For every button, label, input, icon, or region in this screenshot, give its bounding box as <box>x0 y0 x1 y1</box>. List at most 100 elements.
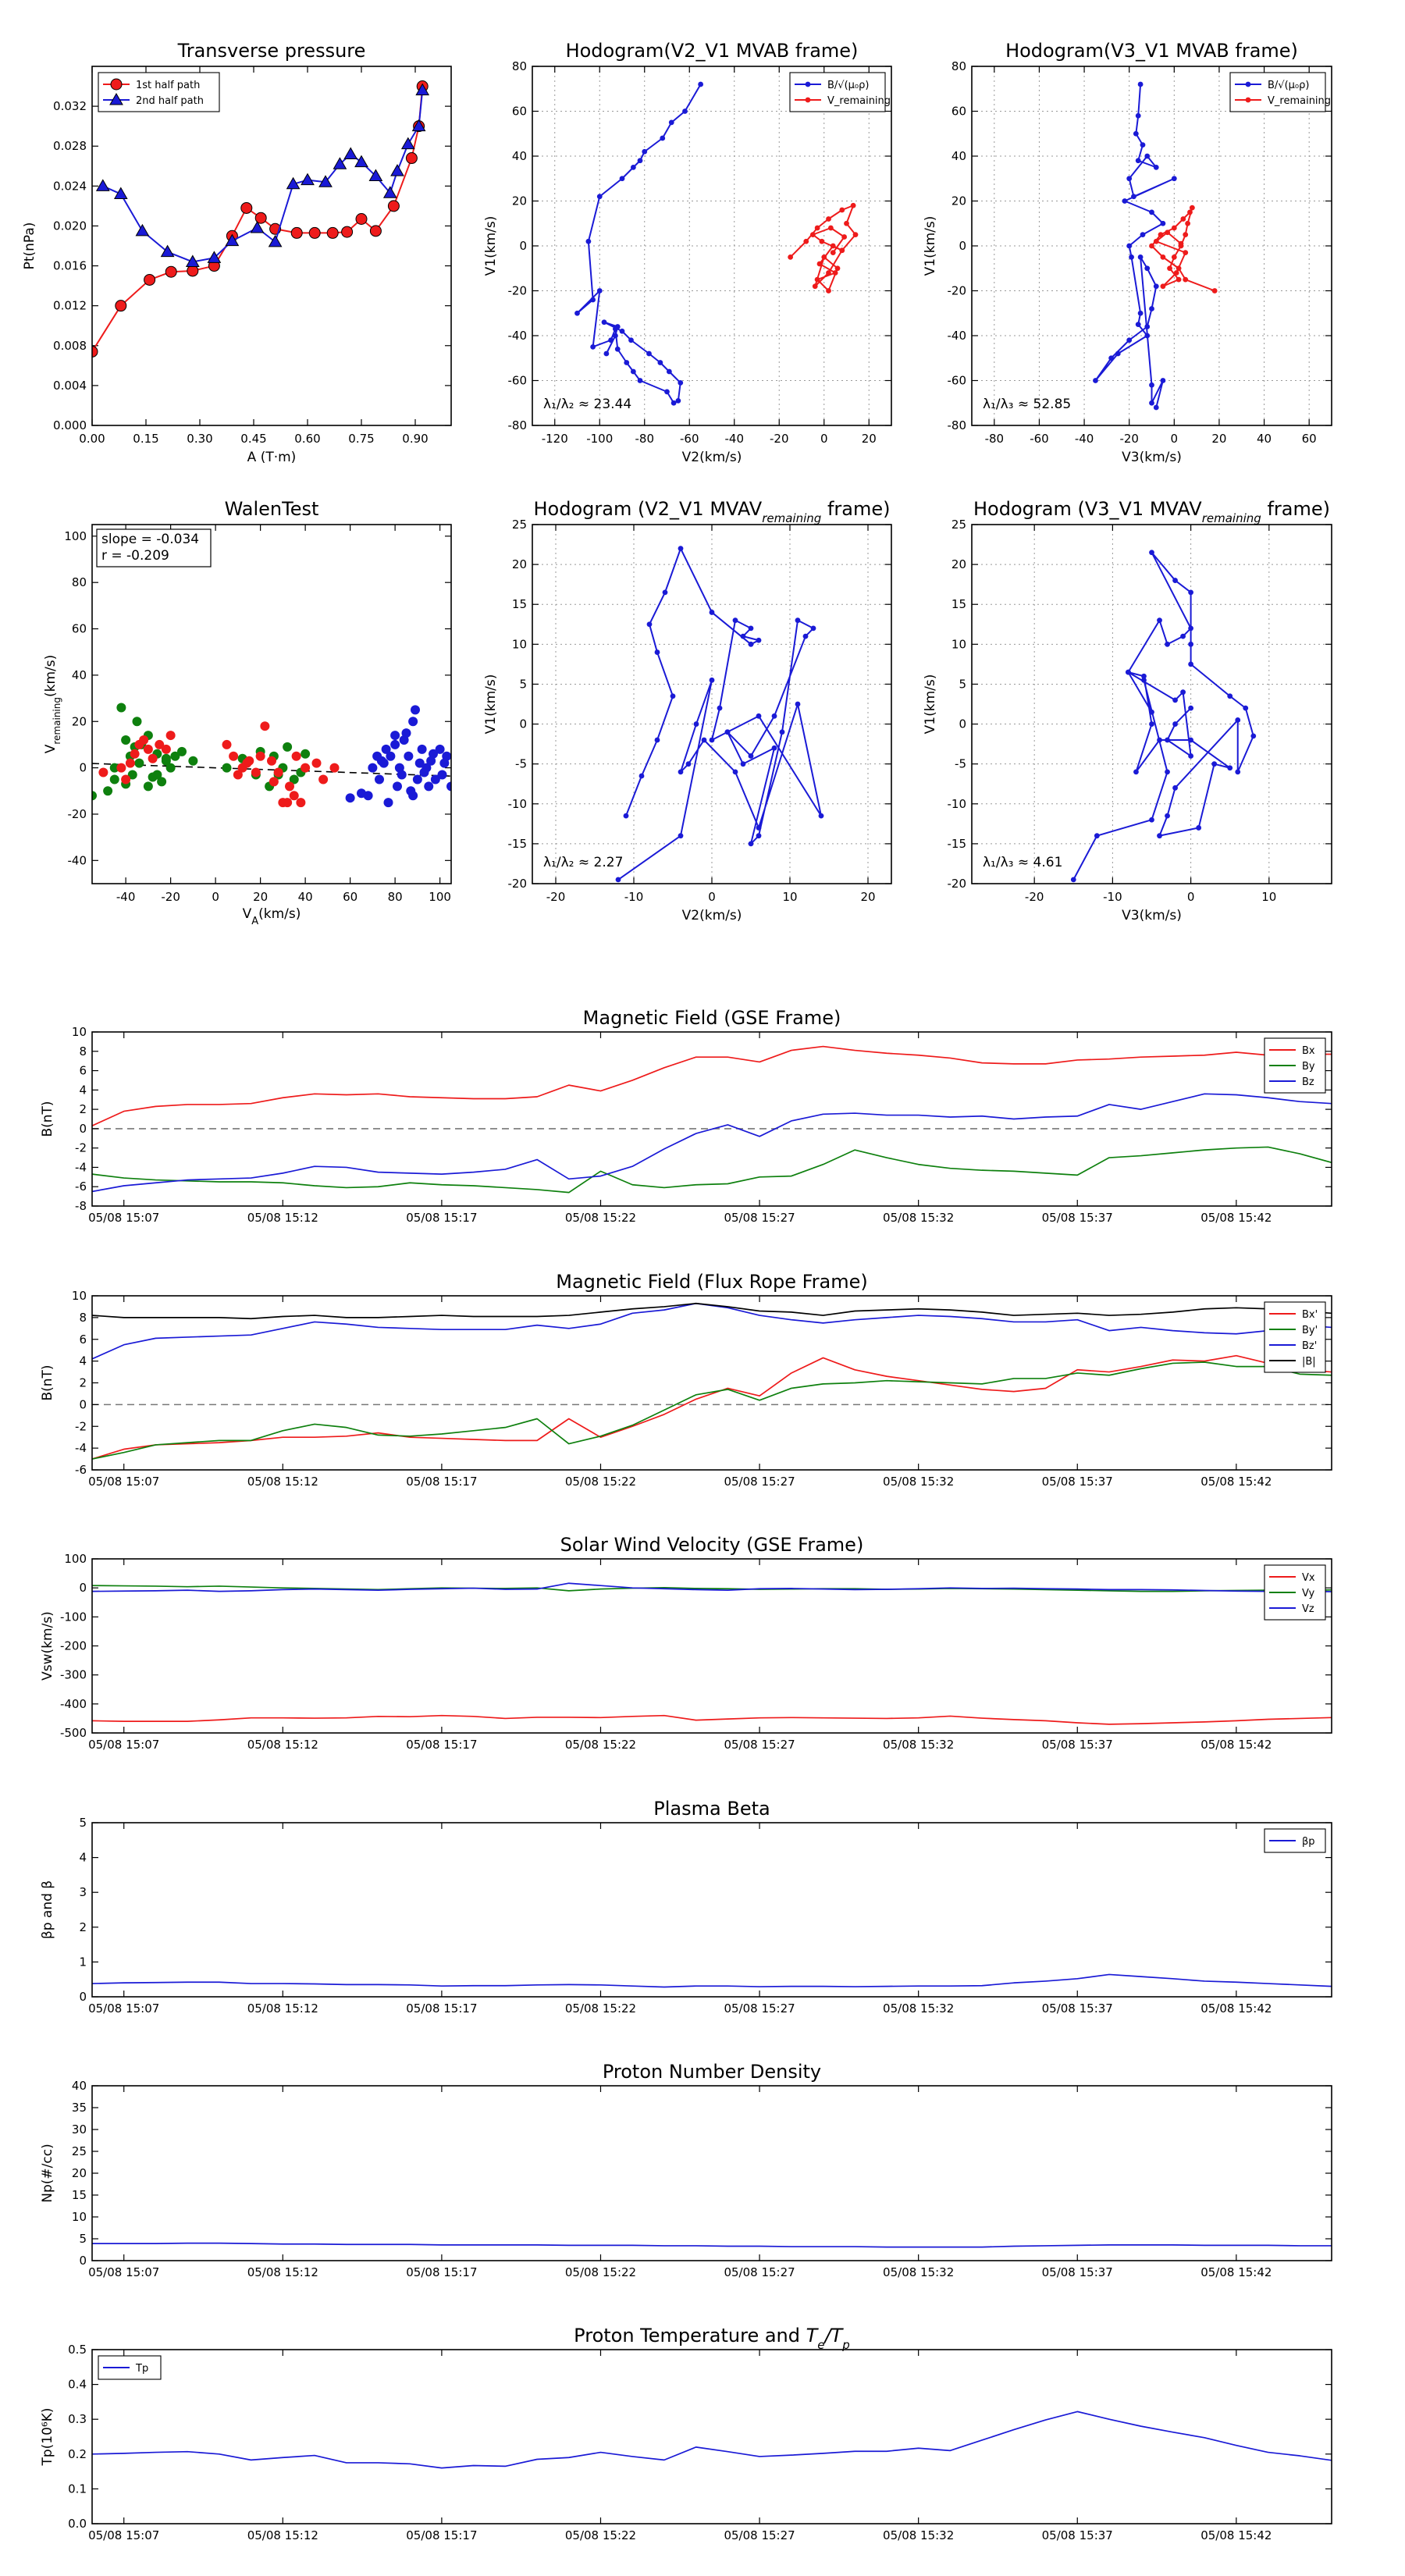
h1-marker-0 <box>675 397 681 404</box>
sw-xtick-label: 05/08 15:32 <box>883 1738 954 1752</box>
np-title: Proton Number Density <box>603 2061 821 2083</box>
h2-marker-0 <box>1137 254 1144 260</box>
h3-marker-0 <box>615 877 621 883</box>
h3-title-part: frame) <box>821 498 890 520</box>
h1-ytick-label: -60 <box>508 374 528 388</box>
h1-ytick-label: -40 <box>508 329 528 343</box>
chart-h3: Hodogram (V2_V1 MVAVremaining frame) -20 -… <box>483 498 892 923</box>
wt-point <box>429 749 438 759</box>
wt-point <box>401 728 411 738</box>
h1-ytick-label: 20 <box>512 194 527 208</box>
h4-marker-0 <box>1149 721 1154 727</box>
h2-marker-0 <box>1149 306 1154 311</box>
wt-point <box>242 758 252 768</box>
h1-marker-1 <box>803 238 809 244</box>
wt-point <box>98 767 108 777</box>
wt-xtick-label: 0 <box>212 890 219 904</box>
tpt-xtick-label: 05/08 15:07 <box>88 2528 159 2542</box>
h3-marker-0 <box>779 729 785 735</box>
beta-xtick-label: 05/08 15:32 <box>883 2001 954 2016</box>
wt-point <box>375 774 384 785</box>
h3-marker-0 <box>709 737 715 743</box>
sw-xtick-label: 05/08 15:22 <box>565 1738 636 1752</box>
tp-xtick-label: 0.00 <box>79 432 105 446</box>
h3-marker-0 <box>748 641 754 647</box>
mf_fr-xtick-label: 05/08 15:07 <box>88 1475 159 1489</box>
h1-data <box>574 81 859 406</box>
wt-point <box>222 739 232 749</box>
wt-point <box>411 705 420 715</box>
h4-title-part: frame) <box>1261 498 1330 520</box>
h2-marker-1 <box>1183 232 1189 238</box>
mf_fr-legend-label: Bx' <box>1302 1309 1318 1321</box>
h4-marker-0 <box>1172 697 1178 703</box>
h4-marker-0 <box>1157 617 1162 624</box>
mf_gse-series-line-2 <box>92 1093 1332 1193</box>
tp-ytick-label: 0.012 <box>53 299 87 313</box>
h3-marker-0 <box>654 649 660 655</box>
wt-point <box>134 758 144 768</box>
h2-title: Hodogram(V3_V1 MVAB frame) <box>1005 40 1298 62</box>
np-xtick-label: 05/08 15:42 <box>1200 2265 1272 2279</box>
sw-series-line-1 <box>92 1585 1332 1592</box>
h2-marker-0 <box>1149 400 1154 406</box>
tp-marker-1 <box>160 244 175 258</box>
tp-legend-label: 2nd half path <box>136 95 204 107</box>
h4-ytick-label: 20 <box>951 557 966 571</box>
h3-marker-0 <box>685 761 692 767</box>
wt-point <box>285 781 294 792</box>
h3-marker-0 <box>748 841 754 847</box>
tpt-ytick-label: 0.0 <box>68 2517 87 2531</box>
h1-marker-1 <box>814 276 820 283</box>
tpt-frame <box>91 2349 1332 2524</box>
h3-marker-0 <box>818 813 824 819</box>
wt-point <box>260 721 270 731</box>
h2-marker-1 <box>1173 270 1179 276</box>
wt-point <box>170 751 180 761</box>
wt-point <box>273 767 283 777</box>
wt-point <box>404 751 414 761</box>
np-ytick-label: 15 <box>72 2188 87 2202</box>
h4-marker-0 <box>1227 693 1233 699</box>
h2-ytick-label: -80 <box>948 418 967 432</box>
h4-marker-0 <box>1165 813 1170 819</box>
wt-point <box>283 798 293 808</box>
h4-marker-0 <box>1070 877 1076 883</box>
h2-marker-1 <box>1171 225 1177 231</box>
h1-marker-1 <box>839 207 845 213</box>
h2-frame <box>971 66 1332 426</box>
tp-xtick-label: 0.90 <box>402 432 428 446</box>
xlabel-part: A <box>251 916 258 927</box>
h3-series-line-0 <box>617 547 822 881</box>
tp-marker-0 <box>405 152 418 165</box>
h4-xtick-label: -10 <box>1103 890 1122 904</box>
h1-marker-0 <box>682 109 688 114</box>
np-data <box>92 2242 1332 2248</box>
h4-ytick-label: -5 <box>955 757 966 771</box>
wt-point <box>289 774 299 785</box>
wt-xtick-label: -20 <box>161 890 180 904</box>
mf_gse-xtick-label: 05/08 15:22 <box>565 1211 636 1225</box>
tp-marker-0 <box>92 345 98 358</box>
mf_gse-ytick-label: 4 <box>79 1083 87 1097</box>
h1-ytick-label: 40 <box>512 149 527 163</box>
mf_fr-ytick-label: 6 <box>79 1332 87 1347</box>
chart-h1: Hodogram(V2_V1 MVAB frame) -120 -100 -80 -60… <box>483 40 892 465</box>
tpt-title-part: T <box>806 2325 820 2347</box>
wt-point <box>412 774 422 785</box>
wt-point <box>301 749 311 759</box>
mf_fr-series-line-3 <box>92 1302 1332 1320</box>
h2-marker-0 <box>1126 176 1133 182</box>
h4-data <box>1070 550 1257 883</box>
h2-marker-1 <box>1187 209 1193 215</box>
sw-xtick-label: 05/08 15:07 <box>88 1738 159 1752</box>
wt-point <box>109 774 119 785</box>
tp-ytick-label: 0.024 <box>53 179 87 193</box>
h4-marker-0 <box>1235 717 1241 723</box>
wt-point <box>368 763 378 773</box>
h2-ytick-label: 20 <box>951 194 966 208</box>
mf_fr-ytick-label: -4 <box>75 1441 87 1455</box>
wt-data <box>92 703 451 808</box>
h1-marker-1 <box>830 243 836 249</box>
np-xtick-label: 05/08 15:17 <box>406 2265 477 2279</box>
